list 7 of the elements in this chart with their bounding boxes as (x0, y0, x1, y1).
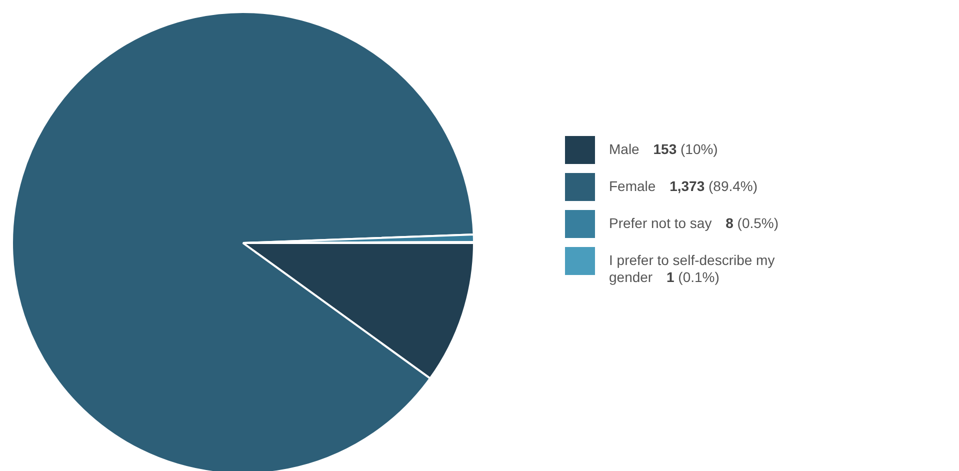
legend-label: Female (609, 178, 656, 194)
data-label: 8 (0.5%) (726, 215, 779, 231)
legend-label: Prefer not to say (609, 215, 712, 231)
legend-label: Male (609, 141, 640, 157)
data-label: 153 (10%) (653, 141, 718, 157)
data-label: 1 (0.1%) (666, 269, 720, 285)
data-label: 1,373 (89.4%) (670, 178, 758, 194)
